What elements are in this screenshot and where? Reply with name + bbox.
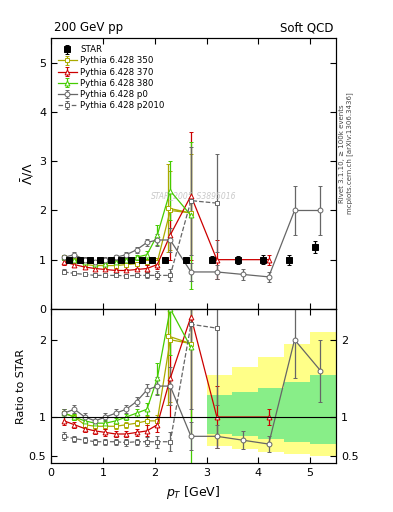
Text: Rivet 3.1.10, ≥ 100k events: Rivet 3.1.10, ≥ 100k events: [339, 104, 345, 203]
Text: mcplots.cern.ch [arXiv:1306.3436]: mcplots.cern.ch [arXiv:1306.3436]: [347, 93, 353, 215]
Text: STAR_2005_S3895016: STAR_2005_S3895016: [151, 191, 236, 200]
Y-axis label: Ratio to STAR: Ratio to STAR: [16, 349, 26, 423]
Legend: STAR, Pythia 6.428 350, Pythia 6.428 370, Pythia 6.428 380, Pythia 6.428 p0, Pyt: STAR, Pythia 6.428 350, Pythia 6.428 370…: [55, 42, 167, 113]
Y-axis label: $\bar{\Lambda}/\Lambda$: $\bar{\Lambda}/\Lambda$: [20, 162, 36, 185]
Text: 200 GeV pp: 200 GeV pp: [54, 22, 123, 34]
Text: Soft QCD: Soft QCD: [280, 22, 333, 34]
X-axis label: $p_T$ [GeV]: $p_T$ [GeV]: [166, 484, 221, 501]
